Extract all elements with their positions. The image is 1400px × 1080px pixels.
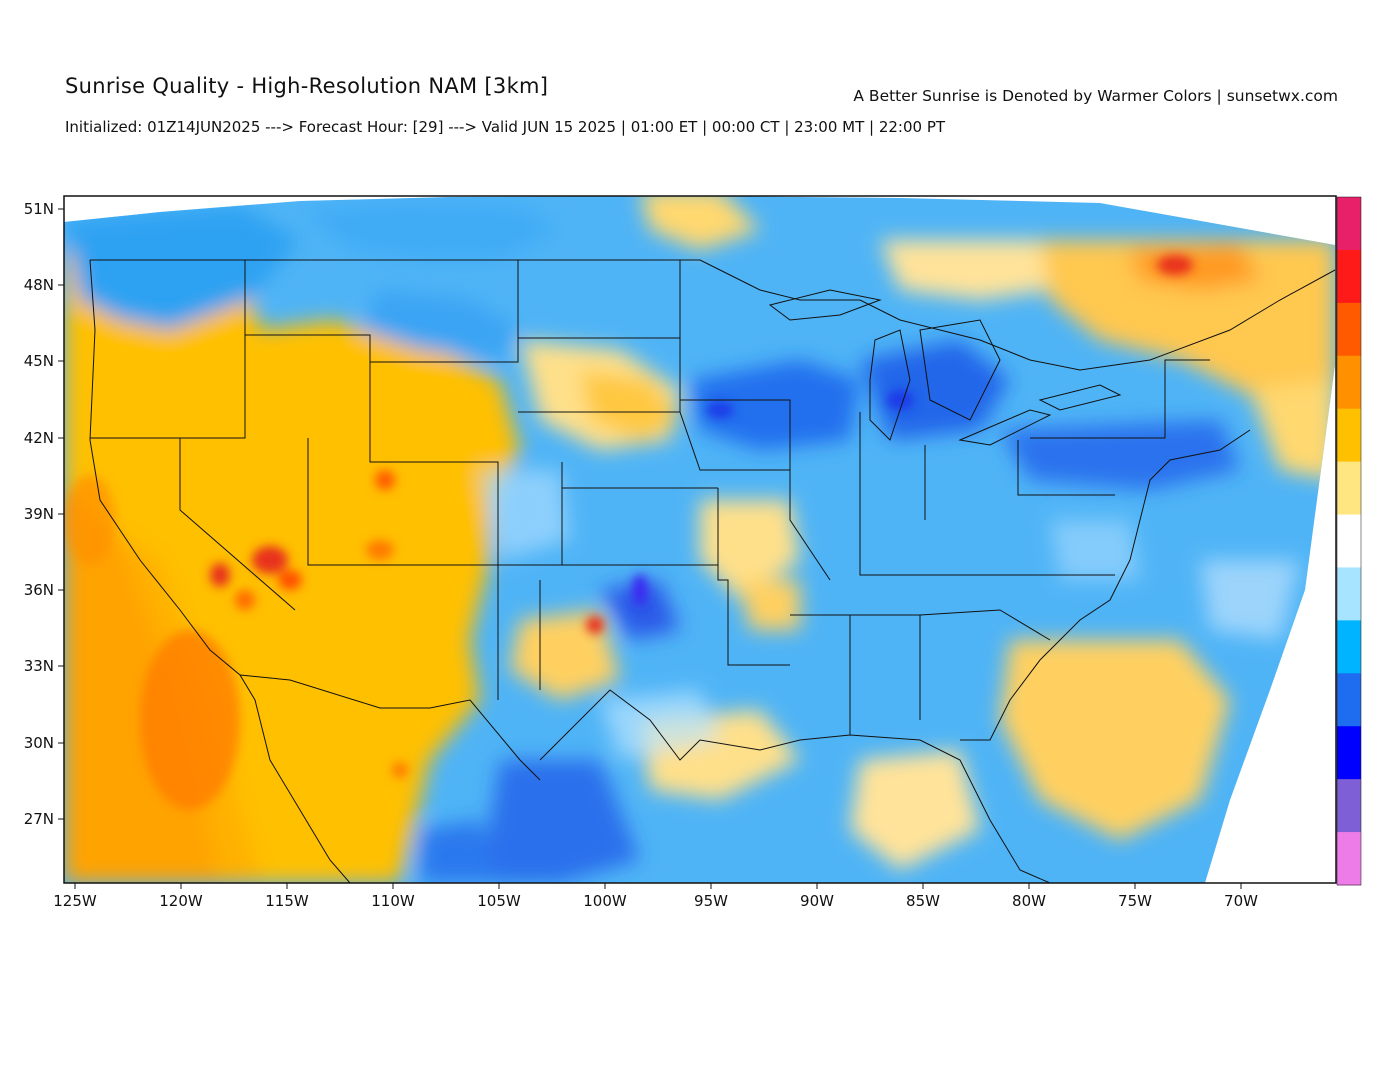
colorbar-segment bbox=[1337, 355, 1361, 410]
lat-label: 42N bbox=[24, 429, 54, 447]
lon-label: 105W bbox=[477, 892, 521, 910]
colorbar-segment bbox=[1337, 620, 1361, 674]
longitude-axis: 125W 120W 115W 110W 105W 100W 95W 90W 85… bbox=[53, 883, 1258, 910]
colorbar-segment bbox=[1337, 726, 1361, 780]
lon-label: 100W bbox=[583, 892, 627, 910]
colorbar-segment bbox=[1337, 567, 1361, 621]
great-lakes bbox=[768, 289, 1122, 446]
colorbar-segment bbox=[1337, 779, 1361, 833]
chart-title: Sunrise Quality - High-Resolution NAM [3… bbox=[65, 74, 549, 98]
credit-text: A Better Sunrise is Denoted by Warmer Co… bbox=[853, 87, 1338, 105]
lon-label: 115W bbox=[265, 892, 309, 910]
colorbar-segment bbox=[1337, 832, 1361, 886]
boundary-lines bbox=[89, 259, 1336, 883]
forecast-subtitle: Initialized: 01Z14JUN2025 ---> Forecast … bbox=[65, 118, 946, 136]
lat-label: 30N bbox=[24, 734, 54, 752]
colorbar-segment bbox=[1337, 302, 1361, 357]
lon-label: 70W bbox=[1224, 892, 1258, 910]
colorbar-segment bbox=[1337, 197, 1361, 251]
lat-label: 51N bbox=[24, 200, 54, 218]
plot-frame bbox=[63, 195, 1337, 884]
lat-label: 39N bbox=[24, 505, 54, 523]
lat-label: 36N bbox=[24, 581, 54, 599]
lat-label: 27N bbox=[24, 810, 54, 828]
colorbar bbox=[1336, 196, 1362, 886]
lon-label: 80W bbox=[1012, 892, 1046, 910]
lon-label: 125W bbox=[53, 892, 97, 910]
lat-label: 45N bbox=[24, 352, 54, 370]
colorbar-segment bbox=[1337, 408, 1361, 463]
forecast-field bbox=[64, 196, 1335, 883]
colorbar-segment bbox=[1337, 249, 1361, 304]
colorbar-segment bbox=[1337, 461, 1361, 516]
lon-label: 95W bbox=[694, 892, 728, 910]
colorbar-segment bbox=[1337, 673, 1361, 727]
lon-label: 75W bbox=[1118, 892, 1152, 910]
lon-label: 120W bbox=[159, 892, 203, 910]
lon-label: 85W bbox=[906, 892, 940, 910]
colorbar-segment bbox=[1337, 514, 1361, 568]
lat-label: 33N bbox=[24, 657, 54, 675]
lat-label: 48N bbox=[24, 276, 54, 294]
lon-label: 110W bbox=[371, 892, 415, 910]
lon-label: 90W bbox=[800, 892, 834, 910]
latitude-axis: 51N 48N 45N 42N 39N 36N 33N 30N 27N bbox=[24, 200, 64, 828]
